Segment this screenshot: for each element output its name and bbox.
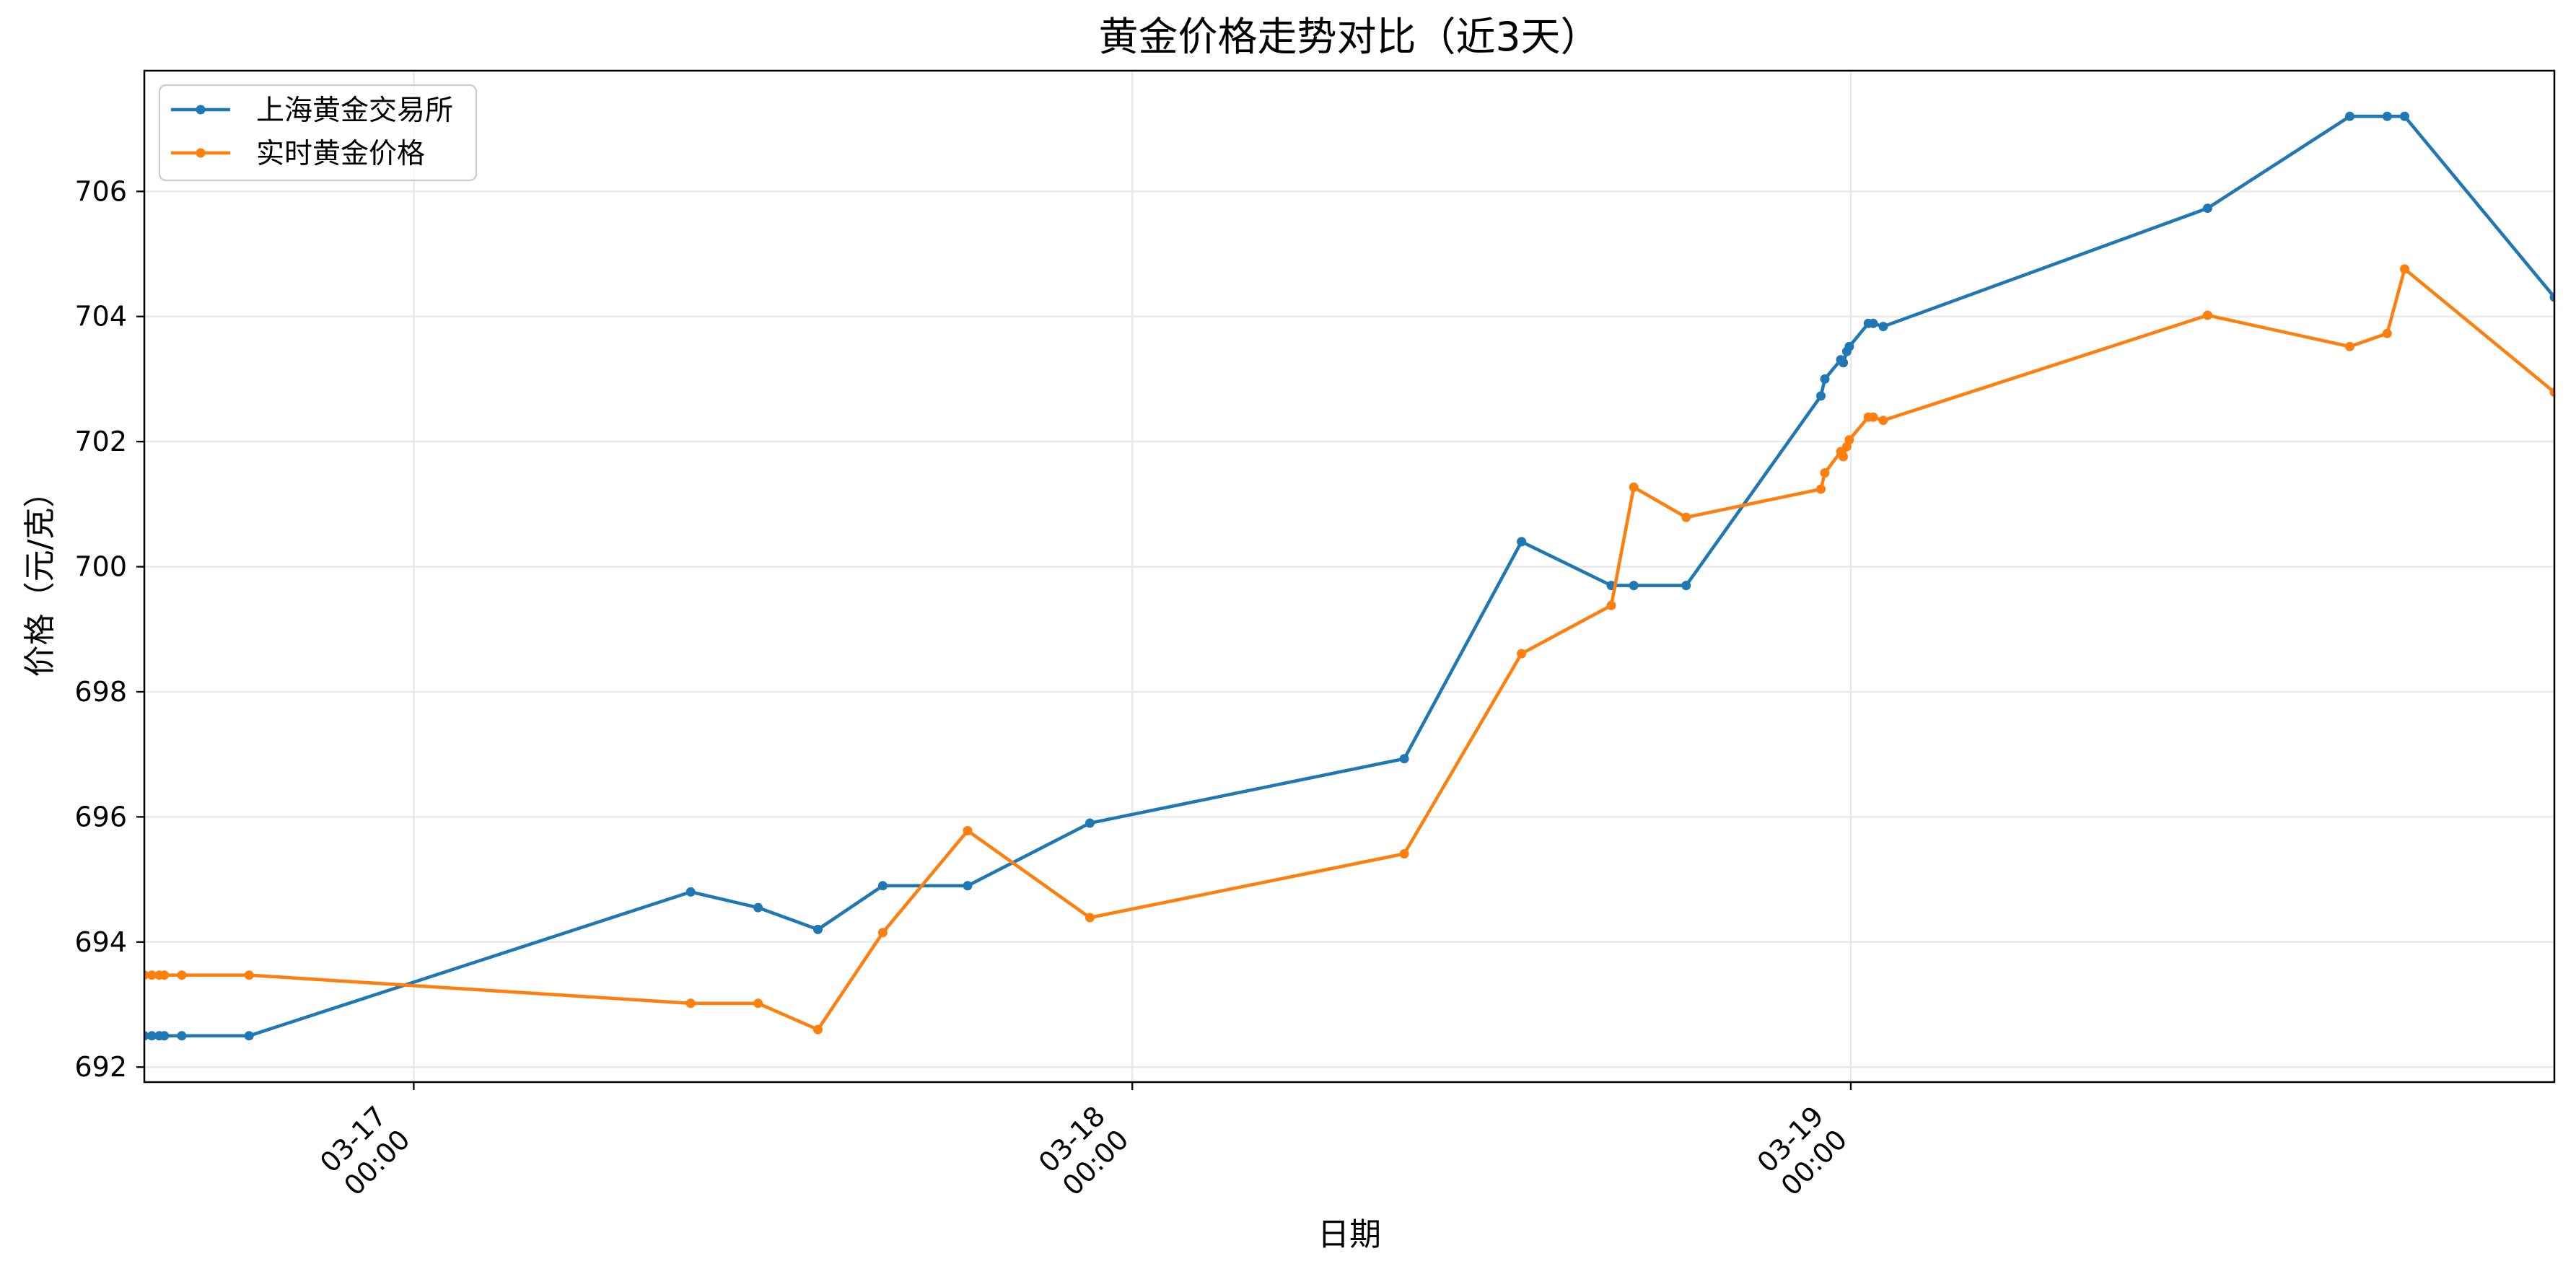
grid xyxy=(144,71,2554,1082)
realtime-gold-price-point xyxy=(1606,600,1616,610)
plot-area xyxy=(144,71,2554,1082)
shanghai-gold-exchange-point xyxy=(963,881,973,891)
shanghai-gold-exchange-point xyxy=(813,924,823,934)
realtime-gold-price-point xyxy=(963,826,973,835)
realtime-gold-price-point xyxy=(2400,264,2409,274)
shanghai-gold-exchange-point xyxy=(1399,754,1409,764)
y-tick-label: 706 xyxy=(74,175,127,207)
realtime-gold-price-point xyxy=(685,998,696,1009)
legend-label: 实时黄金价格 xyxy=(256,138,425,170)
shanghai-gold-exchange-point xyxy=(2202,203,2212,214)
realtime-gold-price-point xyxy=(146,970,157,980)
realtime-gold-price-point xyxy=(1629,482,1639,492)
y-tick-label: 694 xyxy=(74,926,127,958)
realtime-gold-price-point xyxy=(1839,452,1849,462)
shanghai-gold-exchange-point xyxy=(2549,292,2554,302)
y-tick-label: 702 xyxy=(74,426,127,457)
shanghai-gold-exchange-point xyxy=(877,881,888,891)
shanghai-gold-exchange-point xyxy=(1629,581,1639,591)
realtime-gold-price-point xyxy=(2382,328,2392,338)
realtime-gold-price-point xyxy=(1820,468,1830,478)
legend-box xyxy=(158,84,478,182)
realtime-gold-price-point xyxy=(1844,435,1854,445)
shanghai-gold-exchange-point xyxy=(1868,318,1878,328)
realtime-gold-price-point xyxy=(1517,649,1527,659)
realtime-gold-price-point xyxy=(177,970,187,980)
chart-title: 黄金价格走势对比（近3天） xyxy=(1099,14,1600,60)
y-tick-label: 700 xyxy=(74,551,127,583)
realtime-gold-price-point xyxy=(1816,484,1826,494)
realtime-gold-price-point xyxy=(1085,913,1095,923)
legend-entry-shanghai-gold-exchange: 上海黄金交易所 xyxy=(171,95,453,127)
x-axis-label: 日期 xyxy=(1318,1216,1381,1253)
realtime-gold-price-point xyxy=(159,970,170,980)
shanghai-gold-exchange-point xyxy=(753,902,763,913)
series-layer xyxy=(144,111,2554,1041)
shanghai-gold-exchange-point xyxy=(159,1031,170,1041)
shanghai-gold-exchange-point xyxy=(1517,537,1527,547)
shanghai-gold-exchange-point xyxy=(244,1031,254,1041)
shanghai-gold-exchange-point xyxy=(2345,111,2354,121)
realtime-gold-price-point xyxy=(2202,310,2212,320)
shanghai-gold-exchange-point xyxy=(685,887,696,897)
y-tick-label: 696 xyxy=(74,801,127,833)
shanghai-gold-exchange-point xyxy=(1816,391,1826,401)
shanghai-gold-exchange-point xyxy=(2382,111,2392,121)
legend: 上海黄金交易所 实时黄金价格 xyxy=(158,84,478,182)
plot-frame xyxy=(143,69,2556,1084)
y-tick-label: 692 xyxy=(74,1051,127,1083)
shanghai-gold-exchange-point xyxy=(1085,818,1095,828)
shanghai-gold-exchange-point xyxy=(1878,322,1888,332)
realtime-gold-price-point xyxy=(2549,387,2554,397)
shanghai-gold-exchange-point xyxy=(146,1031,157,1041)
realtime-gold-price-point xyxy=(1399,849,1409,858)
realtime-gold-price-point xyxy=(1868,412,1878,422)
y-tick-label: 704 xyxy=(74,301,127,333)
realtime-gold-price-point xyxy=(244,970,254,980)
realtime-gold-price-point xyxy=(1878,416,1888,426)
legend-swatch-marker xyxy=(196,148,206,158)
legend-swatch-marker xyxy=(196,105,206,115)
realtime-gold-price-point xyxy=(753,998,763,1009)
shanghai-gold-exchange-point xyxy=(177,1031,187,1041)
shanghai-gold-exchange-point xyxy=(1820,374,1830,384)
realtime-gold-price-point xyxy=(1681,512,1691,522)
realtime-gold-price-point xyxy=(877,928,888,938)
shanghai-gold-exchange-point xyxy=(2400,111,2409,121)
shanghai-gold-exchange-point xyxy=(1839,358,1849,368)
y-tick-label: 698 xyxy=(74,676,127,708)
legend-entry-realtime-gold-price: 实时黄金价格 xyxy=(171,138,425,170)
realtime-gold-price-point xyxy=(813,1024,823,1034)
y-axis-label: 价格（元/克） xyxy=(22,476,58,677)
legend-label: 上海黄金交易所 xyxy=(256,95,453,127)
realtime-gold-price-point xyxy=(2345,341,2354,351)
y-axis: 692 694 696 698 700 702 704 706 xyxy=(74,175,144,1083)
shanghai-gold-exchange-point xyxy=(1681,581,1691,591)
shanghai-gold-exchange-point xyxy=(1844,341,1854,351)
